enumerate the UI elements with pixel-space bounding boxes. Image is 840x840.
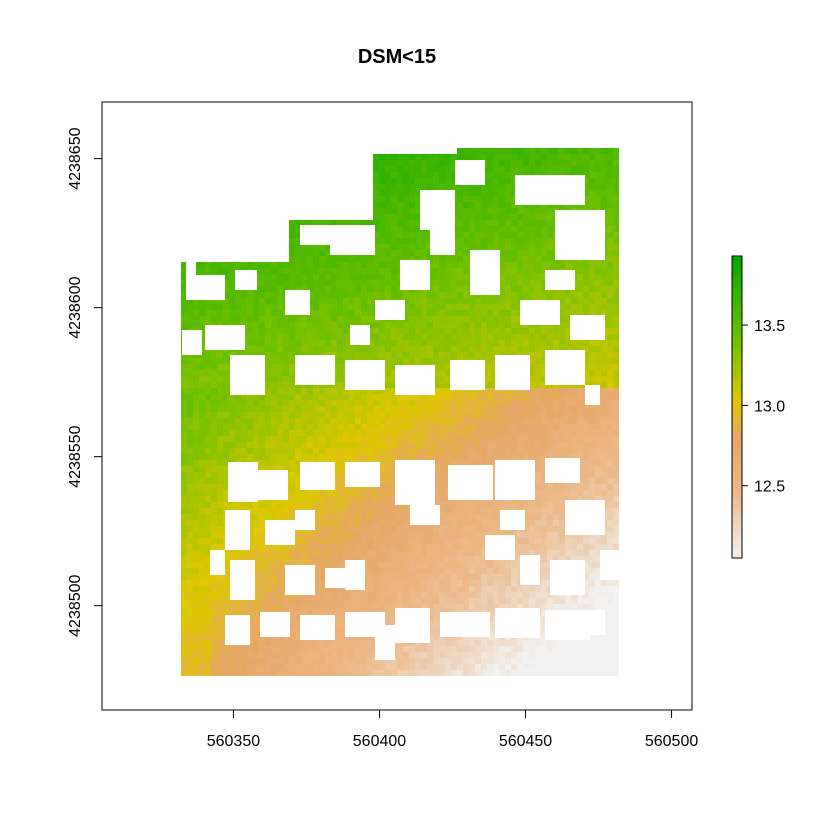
legend-swatch	[732, 407, 742, 413]
legend-swatch	[732, 552, 742, 559]
legend-swatch	[732, 321, 742, 328]
legend-swatch	[732, 522, 742, 529]
legend-swatch	[732, 457, 742, 463]
x-tick-label: 560500	[645, 733, 698, 750]
x-tick-label: 560400	[353, 733, 406, 750]
legend-swatch	[732, 286, 742, 292]
legend-swatch	[732, 371, 742, 378]
legend-swatch	[732, 502, 742, 509]
legend-swatch	[732, 482, 742, 489]
legend-swatch	[732, 462, 742, 468]
legend-swatch	[732, 261, 742, 267]
x-axis: 560350 560400 560450 560500	[207, 709, 698, 750]
legend-swatch	[732, 336, 742, 343]
legend-tick-label: 13.0	[754, 398, 785, 415]
legend-swatch	[732, 396, 742, 403]
legend-swatch	[732, 266, 742, 272]
y-axis: 4238500 4238550 4238600 4238650	[67, 127, 102, 637]
legend-swatch	[732, 331, 742, 338]
legend-tick-label: 12.5	[754, 479, 785, 496]
legend-swatch	[732, 296, 742, 302]
legend-swatch	[732, 366, 742, 373]
legend-swatch	[732, 547, 742, 554]
legend-swatch	[732, 442, 742, 448]
legend-swatch	[732, 256, 742, 262]
legend-swatch	[732, 281, 742, 287]
legend-swatch	[732, 351, 742, 358]
legend-swatch	[732, 422, 742, 428]
legend-swatch	[732, 447, 742, 453]
legend-swatch	[732, 437, 742, 443]
x-tick-label: 560350	[207, 733, 260, 750]
legend-swatch	[732, 386, 742, 393]
legend-swatch	[732, 316, 742, 323]
legend-swatch	[732, 356, 742, 363]
legend-swatch	[732, 401, 742, 408]
chart-title: DSM<15	[358, 46, 436, 68]
legend-swatch	[732, 527, 742, 534]
color-legend: 12.5 13.0 13.5	[731, 255, 785, 559]
legend-swatch	[732, 512, 742, 519]
legend-swatch	[732, 537, 742, 544]
legend-swatch	[732, 472, 742, 479]
legend-swatch	[732, 487, 742, 494]
legend-swatch	[732, 346, 742, 353]
legend-swatch	[732, 532, 742, 539]
legend-swatch	[732, 452, 742, 458]
legend-swatch	[732, 341, 742, 348]
legend-swatch	[732, 376, 742, 383]
legend-swatch	[732, 507, 742, 514]
x-tick-label: 560450	[499, 733, 552, 750]
y-tick-label: 4238550	[67, 425, 84, 487]
legend-swatch	[732, 291, 742, 297]
legend-swatch	[732, 427, 742, 433]
legend-swatch	[732, 361, 742, 368]
legend-swatch	[732, 467, 742, 474]
legend-swatch	[732, 432, 742, 438]
legend-swatch	[732, 306, 742, 312]
raster-nodata-gaps	[182, 160, 620, 660]
legend-swatch	[732, 497, 742, 504]
legend-swatch	[732, 276, 742, 282]
legend-tick-label: 13.5	[754, 318, 785, 335]
legend-swatch	[732, 311, 742, 317]
legend-swatch	[732, 417, 742, 423]
legend-swatch	[732, 326, 742, 333]
legend-swatch	[732, 301, 742, 307]
legend-swatch	[732, 381, 742, 388]
y-tick-label: 4238500	[67, 574, 84, 636]
legend-swatch	[732, 391, 742, 398]
legend-swatch	[732, 477, 742, 484]
y-tick-label: 4238650	[67, 127, 84, 189]
legend-swatch	[732, 271, 742, 277]
y-tick-label: 4238600	[67, 276, 84, 338]
legend-swatch	[732, 492, 742, 499]
legend-swatch	[732, 412, 742, 418]
legend-swatch	[732, 517, 742, 524]
legend-swatch	[732, 542, 742, 549]
